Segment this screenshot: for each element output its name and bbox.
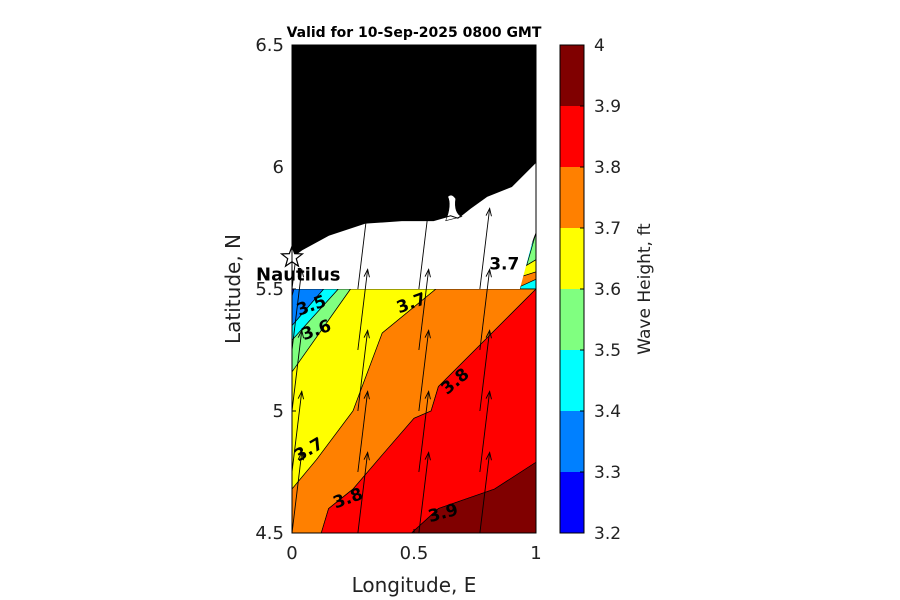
y-axis-label: Latitude, N xyxy=(221,234,245,344)
colorbar-segment xyxy=(560,350,584,411)
wave-arrow xyxy=(479,268,492,351)
x-axis-ticks: 0 0.5 1 xyxy=(286,529,542,564)
colorbar-segment xyxy=(560,289,584,350)
wave-arrow xyxy=(479,329,492,412)
x-tick-label: 1 xyxy=(530,543,541,564)
wave-arrow xyxy=(418,390,431,473)
colorbar-segment xyxy=(560,167,584,228)
y-tick-label: 6.5 xyxy=(255,35,284,56)
x-axis-label: Longitude, E xyxy=(352,573,477,597)
wave-arrow xyxy=(479,451,492,533)
colorbar-tick-label: 3.5 xyxy=(594,341,621,361)
colorbar-tick-label: 3.4 xyxy=(594,402,621,422)
wave-arrow xyxy=(418,451,431,533)
y-tick-label: 5 xyxy=(273,401,284,422)
wave-arrow xyxy=(292,390,305,473)
colorbar: 3.2 3.3 3.4 3.5 3.6 3.7 3.8 3.9 4 xyxy=(559,36,621,544)
colorbar-tick-label: 3.9 xyxy=(594,97,621,117)
land-area xyxy=(292,45,536,258)
y-axis-ticks: 4.5 5 5.5 6 6.5 xyxy=(255,35,296,544)
coastline xyxy=(292,161,536,258)
plot-area: 3.53.63.73.73.83.73.83.9 Nautilus xyxy=(256,44,537,534)
wave-direction-arrows xyxy=(292,207,492,533)
location-label: Nautilus xyxy=(256,264,341,285)
x-tick-label: 0 xyxy=(286,543,297,564)
wave-arrow xyxy=(418,329,431,412)
wave-arrow xyxy=(357,329,370,412)
colorbar-tick-label: 3.7 xyxy=(594,219,621,239)
x-tick-label: 0.5 xyxy=(400,543,429,564)
wave-arrow xyxy=(292,329,305,412)
wave-arrow xyxy=(292,268,305,351)
wave-arrow xyxy=(357,207,370,290)
colorbar-label: Wave Height, ft xyxy=(635,223,655,355)
no-data-coastal-strip xyxy=(292,162,536,289)
wave-arrow xyxy=(357,268,370,351)
wave-arrow xyxy=(418,207,431,290)
wave-arrow xyxy=(292,207,305,290)
colorbar-segment xyxy=(560,411,584,472)
colorbar-tick-label: 3.6 xyxy=(594,280,621,300)
chart-title: Valid for 10-Sep-2025 0800 GMT xyxy=(287,25,542,41)
wave-arrow xyxy=(418,268,431,351)
y-tick-label: 5.5 xyxy=(255,279,284,300)
wave-arrow xyxy=(357,390,370,473)
y-tick-label: 4.5 xyxy=(255,523,284,544)
contour-band-3.9-4-10 xyxy=(411,461,536,533)
colorbar-tick-label: 3.2 xyxy=(594,524,621,544)
colorbar-segment xyxy=(560,106,584,167)
wave-arrow xyxy=(479,390,492,473)
wave-arrow xyxy=(292,451,305,533)
land-mask xyxy=(292,45,536,289)
colorbar-segment xyxy=(560,472,584,533)
coastal-spit xyxy=(445,194,463,222)
y-tick-label: 6 xyxy=(273,157,284,178)
contour-labels: 3.53.63.73.73.83.73.83.9 xyxy=(291,255,519,527)
colorbar-tick-label: 4 xyxy=(594,36,605,56)
wave-arrow xyxy=(479,207,492,290)
contour-label: 3.7 xyxy=(489,255,519,275)
colorbar-tick-label: 3.3 xyxy=(594,463,621,483)
contour-bands xyxy=(292,232,536,533)
colorbar-segment xyxy=(560,228,584,289)
colorbar-tick-label: 3.8 xyxy=(594,158,621,178)
wave-arrow xyxy=(357,451,370,533)
colorbar-segment xyxy=(560,45,584,106)
